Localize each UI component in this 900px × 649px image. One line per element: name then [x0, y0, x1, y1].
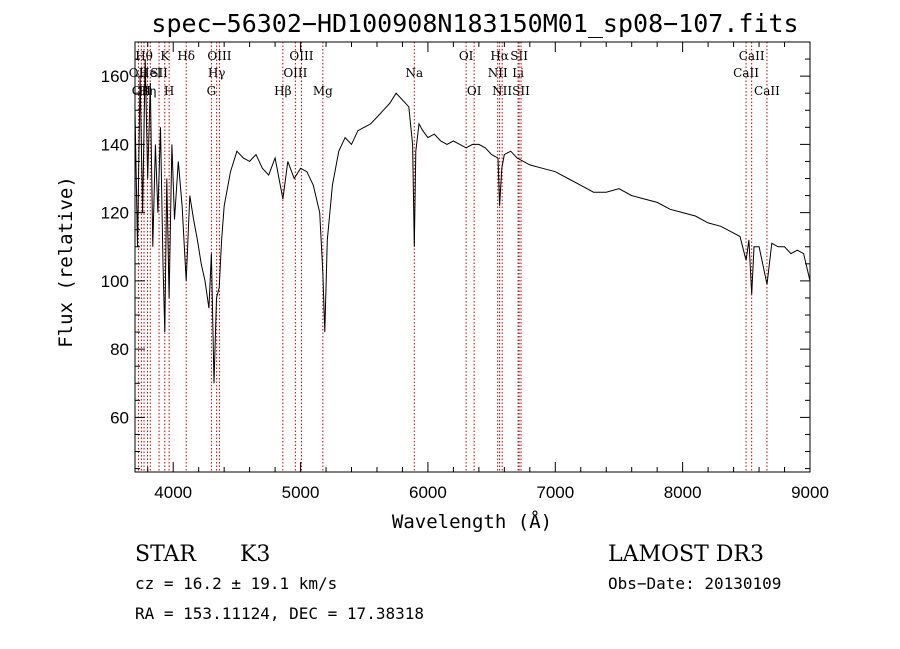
- emission-line-markers: [137, 42, 768, 472]
- spectral-subclass: K3: [240, 542, 270, 567]
- line-marker-label: OIII: [289, 49, 313, 63]
- y-tick-label: 100: [101, 272, 129, 291]
- line-marker-label: Li: [512, 66, 524, 80]
- emission-line-labels: OIIOIIHθHηHeISIIKHHδGHγOIIIHβOIIIOIIIMgN…: [129, 49, 780, 98]
- redshift-value: cz = 16.2 ± 19.1 km/s: [135, 574, 337, 593]
- object-class: STAR: [135, 542, 197, 567]
- chart-title: spec−56302−HD100908N183150M01_sp08−107.f…: [151, 9, 798, 38]
- line-marker-label: CaII: [733, 66, 759, 80]
- x-tick-label: 6000: [409, 483, 447, 502]
- line-marker-label: OIII: [283, 66, 307, 80]
- y-tick-label: 160: [101, 67, 129, 86]
- line-marker-label: K: [160, 49, 170, 63]
- x-tick-label: 4000: [154, 483, 192, 502]
- x-tick-label: 7000: [536, 483, 574, 502]
- line-marker-label: G: [207, 84, 217, 98]
- observation-date: Obs−Date: 20130109: [608, 574, 781, 593]
- coordinates: RA = 153.11124, DEC = 17.38318: [135, 604, 424, 623]
- line-marker-label: CaII: [754, 84, 780, 98]
- x-axis-label: Wavelength (Å): [392, 510, 552, 533]
- y-tick-label: 80: [110, 340, 129, 359]
- line-marker-label: Mg: [313, 84, 333, 98]
- line-marker-label: Hδ: [177, 49, 195, 63]
- line-marker-label: SII: [512, 84, 530, 98]
- line-marker-label: Hη: [139, 84, 157, 98]
- line-marker-label: H: [164, 84, 174, 98]
- line-marker-label: NII: [488, 66, 508, 80]
- line-marker-label: Na: [405, 66, 423, 80]
- line-marker-label: Hβ: [274, 84, 291, 98]
- line-marker-label: SII: [510, 49, 528, 63]
- line-marker-label: SII: [150, 66, 168, 80]
- y-tick-label: 140: [101, 135, 129, 154]
- line-marker-label: Hθ: [135, 49, 153, 63]
- y-axis-ticks: 60 80 100 120 140 160: [101, 41, 810, 470]
- survey-name: LAMOST DR3: [608, 542, 764, 567]
- y-tick-label: 120: [101, 204, 129, 223]
- y-tick-label: 60: [110, 408, 129, 427]
- x-tick-label: 9000: [791, 483, 829, 502]
- line-marker-label: OI: [459, 49, 474, 63]
- line-marker-label: CaII: [739, 49, 765, 63]
- line-marker-label: NII: [492, 84, 512, 98]
- x-tick-label: 5000: [282, 483, 320, 502]
- line-marker-label: OIII: [207, 49, 231, 63]
- line-marker-label: Hα: [490, 49, 509, 63]
- plot-frame: [134, 41, 811, 473]
- line-marker-label: OI: [467, 84, 482, 98]
- spectrum-line: [134, 59, 811, 384]
- x-tick-label: 8000: [664, 483, 702, 502]
- x-axis-ticks: 4000 5000 6000 7000 8000 9000: [147, 42, 829, 502]
- line-marker-label: Hγ: [208, 66, 226, 80]
- y-axis-label: Flux (relative): [55, 176, 77, 348]
